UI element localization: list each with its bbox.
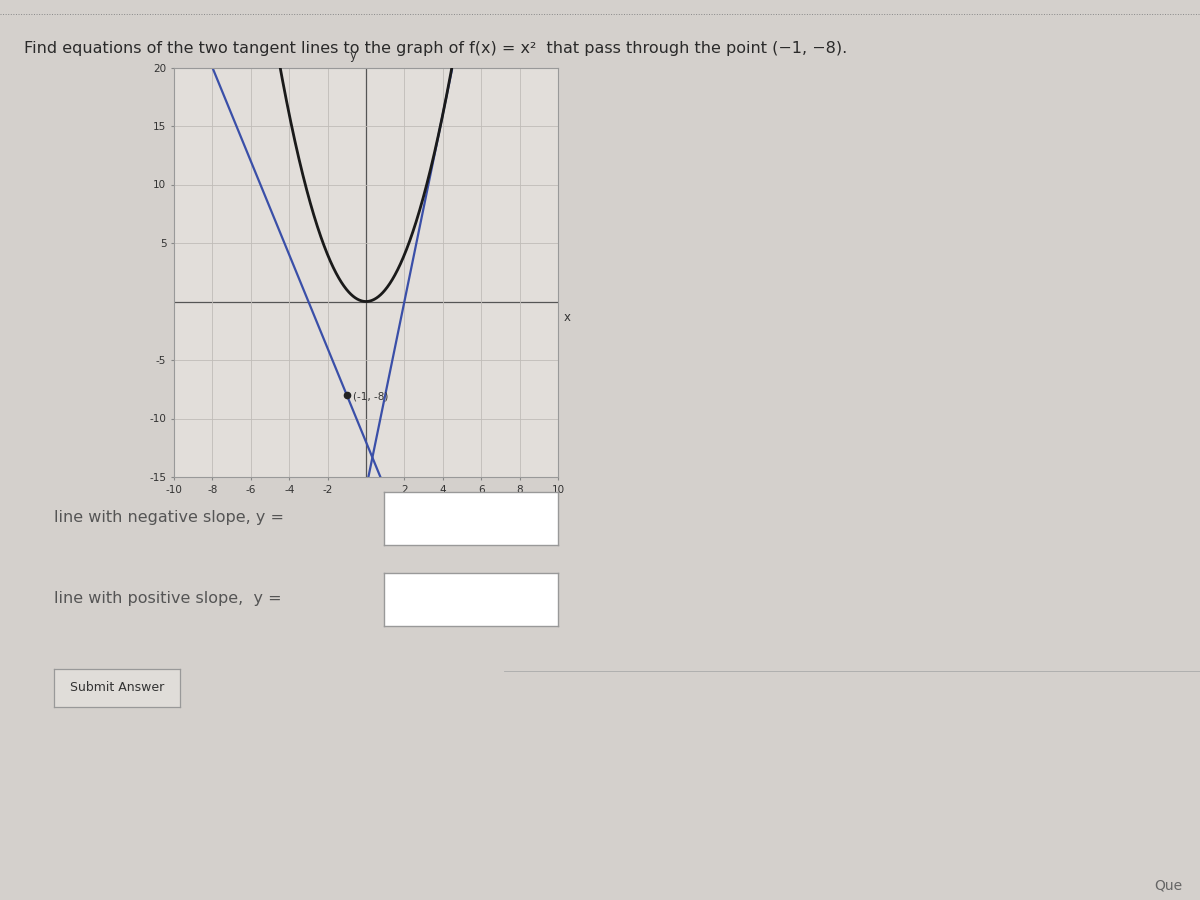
Text: line with negative slope, y =: line with negative slope, y = <box>54 510 284 525</box>
Text: Find equations of the two tangent lines to the graph of f(x) = x²  that pass thr: Find equations of the two tangent lines … <box>24 40 847 56</box>
Text: line with positive slope,  y =: line with positive slope, y = <box>54 591 282 606</box>
Text: (-1, -8): (-1, -8) <box>353 392 388 401</box>
Text: x: x <box>564 310 571 324</box>
Text: Que: Que <box>1154 878 1182 893</box>
Text: y: y <box>349 49 356 61</box>
Text: Submit Answer: Submit Answer <box>70 681 164 694</box>
